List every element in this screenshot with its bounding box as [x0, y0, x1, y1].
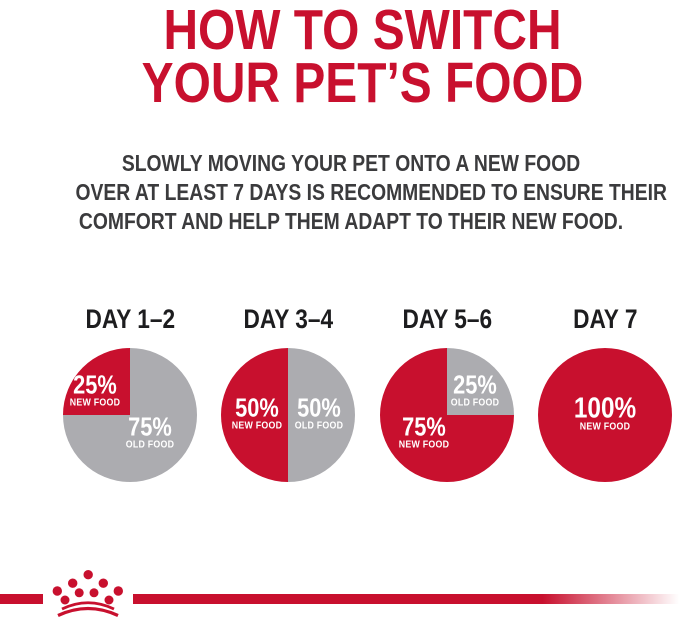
subtitle-text: SLOWLY MOVING YOUR PET ONTO A NEW FOOD O…: [23, 149, 679, 236]
subtitle-line-2: OVER AT LEAST 7 DAYS IS RECOMMENDED TO E…: [75, 179, 667, 205]
pie-chart-heading: DAY 5–6: [372, 305, 522, 333]
pie-slice-old-food: [63, 348, 197, 482]
pie-svg: [63, 348, 197, 482]
pie-chart-day-3: DAY 5–6 75% NEW FOOD 25% OLD FOOD: [372, 305, 522, 482]
royal-canin-crown-logo: [52, 570, 124, 617]
pie-wrap: 75% NEW FOOD 25% OLD FOOD: [380, 348, 514, 482]
crown-base-arcs: [57, 601, 119, 617]
pie-wrap: 50% NEW FOOD 50% OLD FOOD: [221, 348, 355, 482]
pie-slice-old-food: [288, 348, 355, 482]
pie-svg: [380, 348, 514, 482]
pie-chart-heading-label: DAY 1–2: [85, 304, 175, 334]
pie-chart-heading: DAY 7: [530, 305, 679, 333]
pie-slice-new-food: [221, 348, 288, 482]
pie-svg: [538, 348, 672, 482]
footer-red-stripe-right: [133, 594, 679, 604]
pie-slice-new-food: [538, 348, 672, 482]
pie-chart-day-1: DAY 1–2 25% NEW FOOD 75% OLD FOOD: [55, 305, 205, 482]
footer-red-stripe-left: [0, 594, 43, 604]
page-title-line-2: YOUR PET’S FOOD: [141, 51, 584, 115]
pie-chart-day-2: DAY 3–4 50% NEW FOOD 50% OLD FOOD: [213, 305, 363, 482]
subtitle-line-1: SLOWLY MOVING YOUR PET ONTO A NEW FOOD: [121, 150, 581, 176]
pie-wrap: 25% NEW FOOD 75% OLD FOOD: [63, 348, 197, 482]
pie-slice-old-food: [447, 348, 514, 415]
page-title: HOW TO SWITCH YOUR PET’S FOOD: [46, 0, 679, 115]
pie-wrap: 100% NEW FOOD: [538, 348, 672, 482]
pie-chart-heading-label: DAY 5–6: [402, 304, 492, 334]
pie-chart-day-4: DAY 7 100% NEW FOOD: [530, 305, 679, 482]
subtitle-line-3: COMFORT AND HELP THEM ADAPT TO THEIR NEW…: [78, 208, 624, 234]
page-title-line-1: HOW TO SWITCH: [163, 0, 562, 62]
pie-svg: [221, 348, 355, 482]
pie-chart-heading: DAY 1–2: [55, 305, 205, 333]
pie-slice-new-food: [63, 348, 130, 415]
pie-chart-heading: DAY 3–4: [213, 305, 363, 333]
pie-chart-heading-label: DAY 3–4: [243, 304, 333, 334]
crown-dots: [52, 570, 124, 605]
pie-chart-heading-label: DAY 7: [572, 304, 638, 334]
